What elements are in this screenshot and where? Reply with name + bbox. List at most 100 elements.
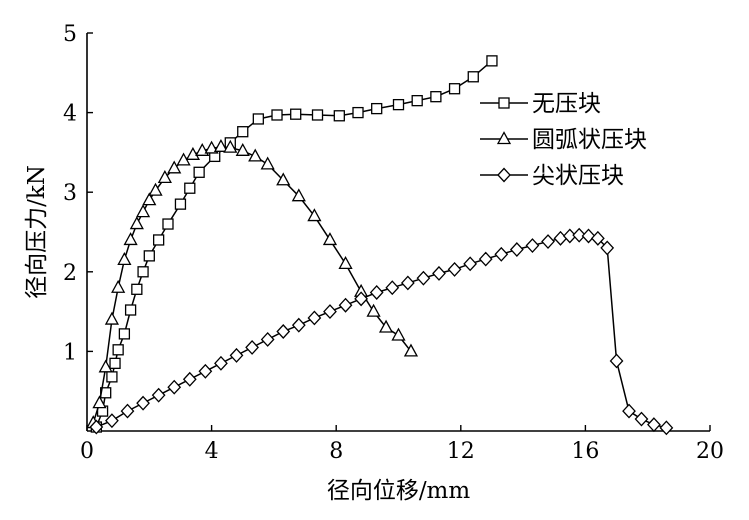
series-1-point-2 xyxy=(98,359,113,373)
series-0-point-23 xyxy=(333,110,345,122)
series-2-point-21 xyxy=(416,270,431,286)
legend-label-2: 尖状压块 xyxy=(532,163,624,189)
x-tick-label-4: 16 xyxy=(571,439,599,464)
series-2-point-0 xyxy=(89,419,104,435)
x-axis-title: 径向位移/mm xyxy=(327,478,471,504)
series-0-point-18 xyxy=(237,126,249,138)
series-1-point-3 xyxy=(104,311,120,325)
series-2-point-6 xyxy=(182,371,197,387)
series-0-point-11 xyxy=(152,234,165,246)
series-2-point-7 xyxy=(198,363,213,379)
series-0-point-9 xyxy=(137,266,149,278)
series-2-point-33 xyxy=(581,228,596,244)
y-tick-label-0: 1 xyxy=(63,340,77,365)
series-0-point-26 xyxy=(392,98,405,111)
series-2-point-1 xyxy=(105,413,119,429)
series-2-point-23 xyxy=(447,261,462,277)
legend-label-1: 圆弧状压块 xyxy=(532,127,647,153)
x-tick-label-5: 20 xyxy=(696,439,724,464)
series-2-point-27 xyxy=(509,242,524,257)
series-0-point-24 xyxy=(352,106,364,119)
series-2-point-12 xyxy=(276,324,291,339)
series-1-point-25 xyxy=(322,232,338,246)
series-2-point-13 xyxy=(291,317,306,333)
series-1-point-31 xyxy=(403,343,419,357)
series-1-point-4 xyxy=(111,279,126,293)
series-1-point-22 xyxy=(276,172,291,186)
series-2-point-32 xyxy=(572,227,587,243)
series-2-point-17 xyxy=(354,291,369,307)
series-2-point-11 xyxy=(260,332,275,347)
series-2-point-10 xyxy=(245,339,259,355)
x-tick-label-1: 4 xyxy=(205,439,219,464)
series-2-point-24 xyxy=(463,256,478,272)
series-2-point-30 xyxy=(553,230,568,246)
series-1-point-20 xyxy=(248,148,263,162)
series-2-point-29 xyxy=(541,234,555,250)
series-2-point-22 xyxy=(432,265,446,281)
series-1-point-19 xyxy=(235,142,250,156)
series-2-point-39 xyxy=(647,417,661,433)
series-1-point-28 xyxy=(366,303,381,317)
series-2-point-20 xyxy=(400,275,415,291)
chart-series-layer xyxy=(86,55,674,436)
series-1-point-21 xyxy=(260,156,275,170)
series-1-point-12 xyxy=(167,160,182,174)
series-0-point-8 xyxy=(131,283,143,295)
series-0-point-5 xyxy=(112,344,124,356)
series-2-point-8 xyxy=(214,355,228,371)
series-1-point-5 xyxy=(117,252,132,266)
series-2-point-37 xyxy=(622,403,636,419)
series-1-point-30 xyxy=(391,327,406,341)
series-2-point-5 xyxy=(167,379,182,395)
series-1-point-10 xyxy=(148,182,163,196)
series-0-point-19 xyxy=(252,113,264,125)
x-tick-label-2: 8 xyxy=(329,439,343,464)
series-1-point-18 xyxy=(223,139,238,153)
legend-marker-1 xyxy=(496,131,512,145)
series-0-point-22 xyxy=(311,109,324,121)
series-1-point-16 xyxy=(204,140,219,154)
x-tick-label-0: 0 xyxy=(80,439,94,464)
y-tick-label-4: 5 xyxy=(63,22,77,47)
series-0-point-10 xyxy=(143,250,155,262)
series-2-point-2 xyxy=(120,403,135,419)
series-1-point-14 xyxy=(185,146,201,160)
series-2-point-28 xyxy=(525,238,540,253)
series-0-point-4 xyxy=(109,357,121,369)
x-tick-label-3: 12 xyxy=(447,439,475,464)
series-1-point-24 xyxy=(307,208,322,222)
series-2 xyxy=(89,227,674,436)
series-0-point-25 xyxy=(371,102,383,115)
series-0-point-13 xyxy=(174,198,187,210)
series-1-point-9 xyxy=(142,192,157,206)
series-1-point-29 xyxy=(378,319,394,333)
series-1 xyxy=(86,138,419,429)
series-2-point-3 xyxy=(136,395,150,411)
series-0-point-28 xyxy=(430,91,442,103)
series-1-point-7 xyxy=(129,216,144,230)
series-2-point-40 xyxy=(659,420,674,436)
series-0-point-14 xyxy=(184,182,196,194)
series-1-point-23 xyxy=(291,188,306,202)
series-1-point-11 xyxy=(157,170,172,184)
series-1-point-1 xyxy=(92,395,107,409)
series-1-point-26 xyxy=(338,255,353,269)
y-axis-title: 径向压力/kN xyxy=(24,165,50,299)
series-0-point-7 xyxy=(124,304,137,316)
series-0-point-31 xyxy=(486,55,498,67)
legend-label-0: 无压块 xyxy=(532,91,601,117)
series-2-point-26 xyxy=(494,246,509,262)
legend-marker-0 xyxy=(498,97,510,109)
y-tick-label-1: 2 xyxy=(63,261,77,286)
series-0-point-20 xyxy=(271,109,283,121)
series-1-point-8 xyxy=(135,204,151,218)
series-0-point-3 xyxy=(106,371,118,383)
series-0-point-30 xyxy=(467,71,479,83)
series-2-point-34 xyxy=(590,230,605,246)
series-0-point-12 xyxy=(162,218,174,230)
series-0-point-29 xyxy=(448,83,461,95)
